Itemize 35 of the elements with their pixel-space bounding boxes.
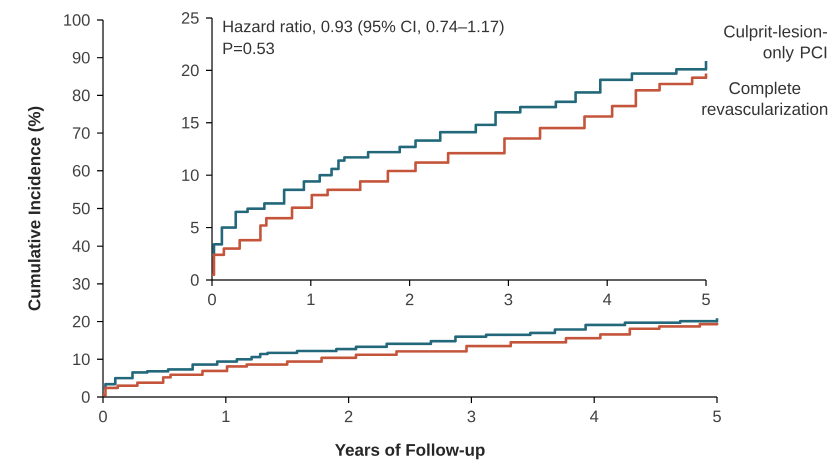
x-axis-title: Years of Follow-up — [335, 443, 485, 460]
y-tick-label: 30 — [72, 278, 90, 290]
x-tick-label: 3 — [467, 410, 476, 422]
y-axis-title: Cumulative Incidence (%) — [28, 106, 44, 310]
x-tick-label: 1 — [307, 294, 315, 305]
y-tick-label: 10 — [182, 169, 199, 181]
x-tick-label: 3 — [504, 294, 512, 306]
y-tick-label: 20 — [182, 64, 199, 76]
x-tick-label: 2 — [406, 294, 414, 306]
annotation: Hazard ratio, 0.93 (95% CI, 0.74–1.17) — [224, 20, 504, 36]
y-tick-label: 15 — [182, 117, 199, 129]
x-tick-label: 5 — [713, 410, 721, 422]
x-tick-label: 1 — [222, 410, 230, 422]
y-tick-label: 0 — [190, 274, 199, 286]
series-label: Culprit-lesion-only PCI — [724, 25, 828, 62]
x-tick-label: 4 — [603, 294, 612, 305]
x-tick-label: 4 — [590, 410, 598, 422]
series-label: Complete revascularization — [702, 82, 828, 116]
y-tick-label: 25 — [182, 12, 199, 24]
annotation: P=0.53 — [224, 42, 274, 54]
x-tick-label: 0 — [99, 410, 107, 422]
y-tick-label: 90 — [72, 52, 90, 64]
x-tick-label: 2 — [344, 410, 352, 422]
y-tick-label: 80 — [72, 90, 90, 102]
y-tick-label: 40 — [72, 240, 90, 252]
y-tick-label: 100 — [64, 14, 90, 26]
x-tick-label: 0 — [208, 294, 216, 306]
y-tick-label: 0 — [82, 391, 90, 403]
y-tick-label: 10 — [73, 353, 90, 366]
y-tick-label: 60 — [72, 164, 90, 177]
y-tick-label: 70 — [72, 127, 90, 139]
y-tick-label: 50 — [72, 202, 90, 214]
y-tick-label: 5 — [190, 222, 199, 234]
x-tick-label: 5 — [702, 294, 710, 306]
y-tick-label: 20 — [72, 316, 90, 328]
